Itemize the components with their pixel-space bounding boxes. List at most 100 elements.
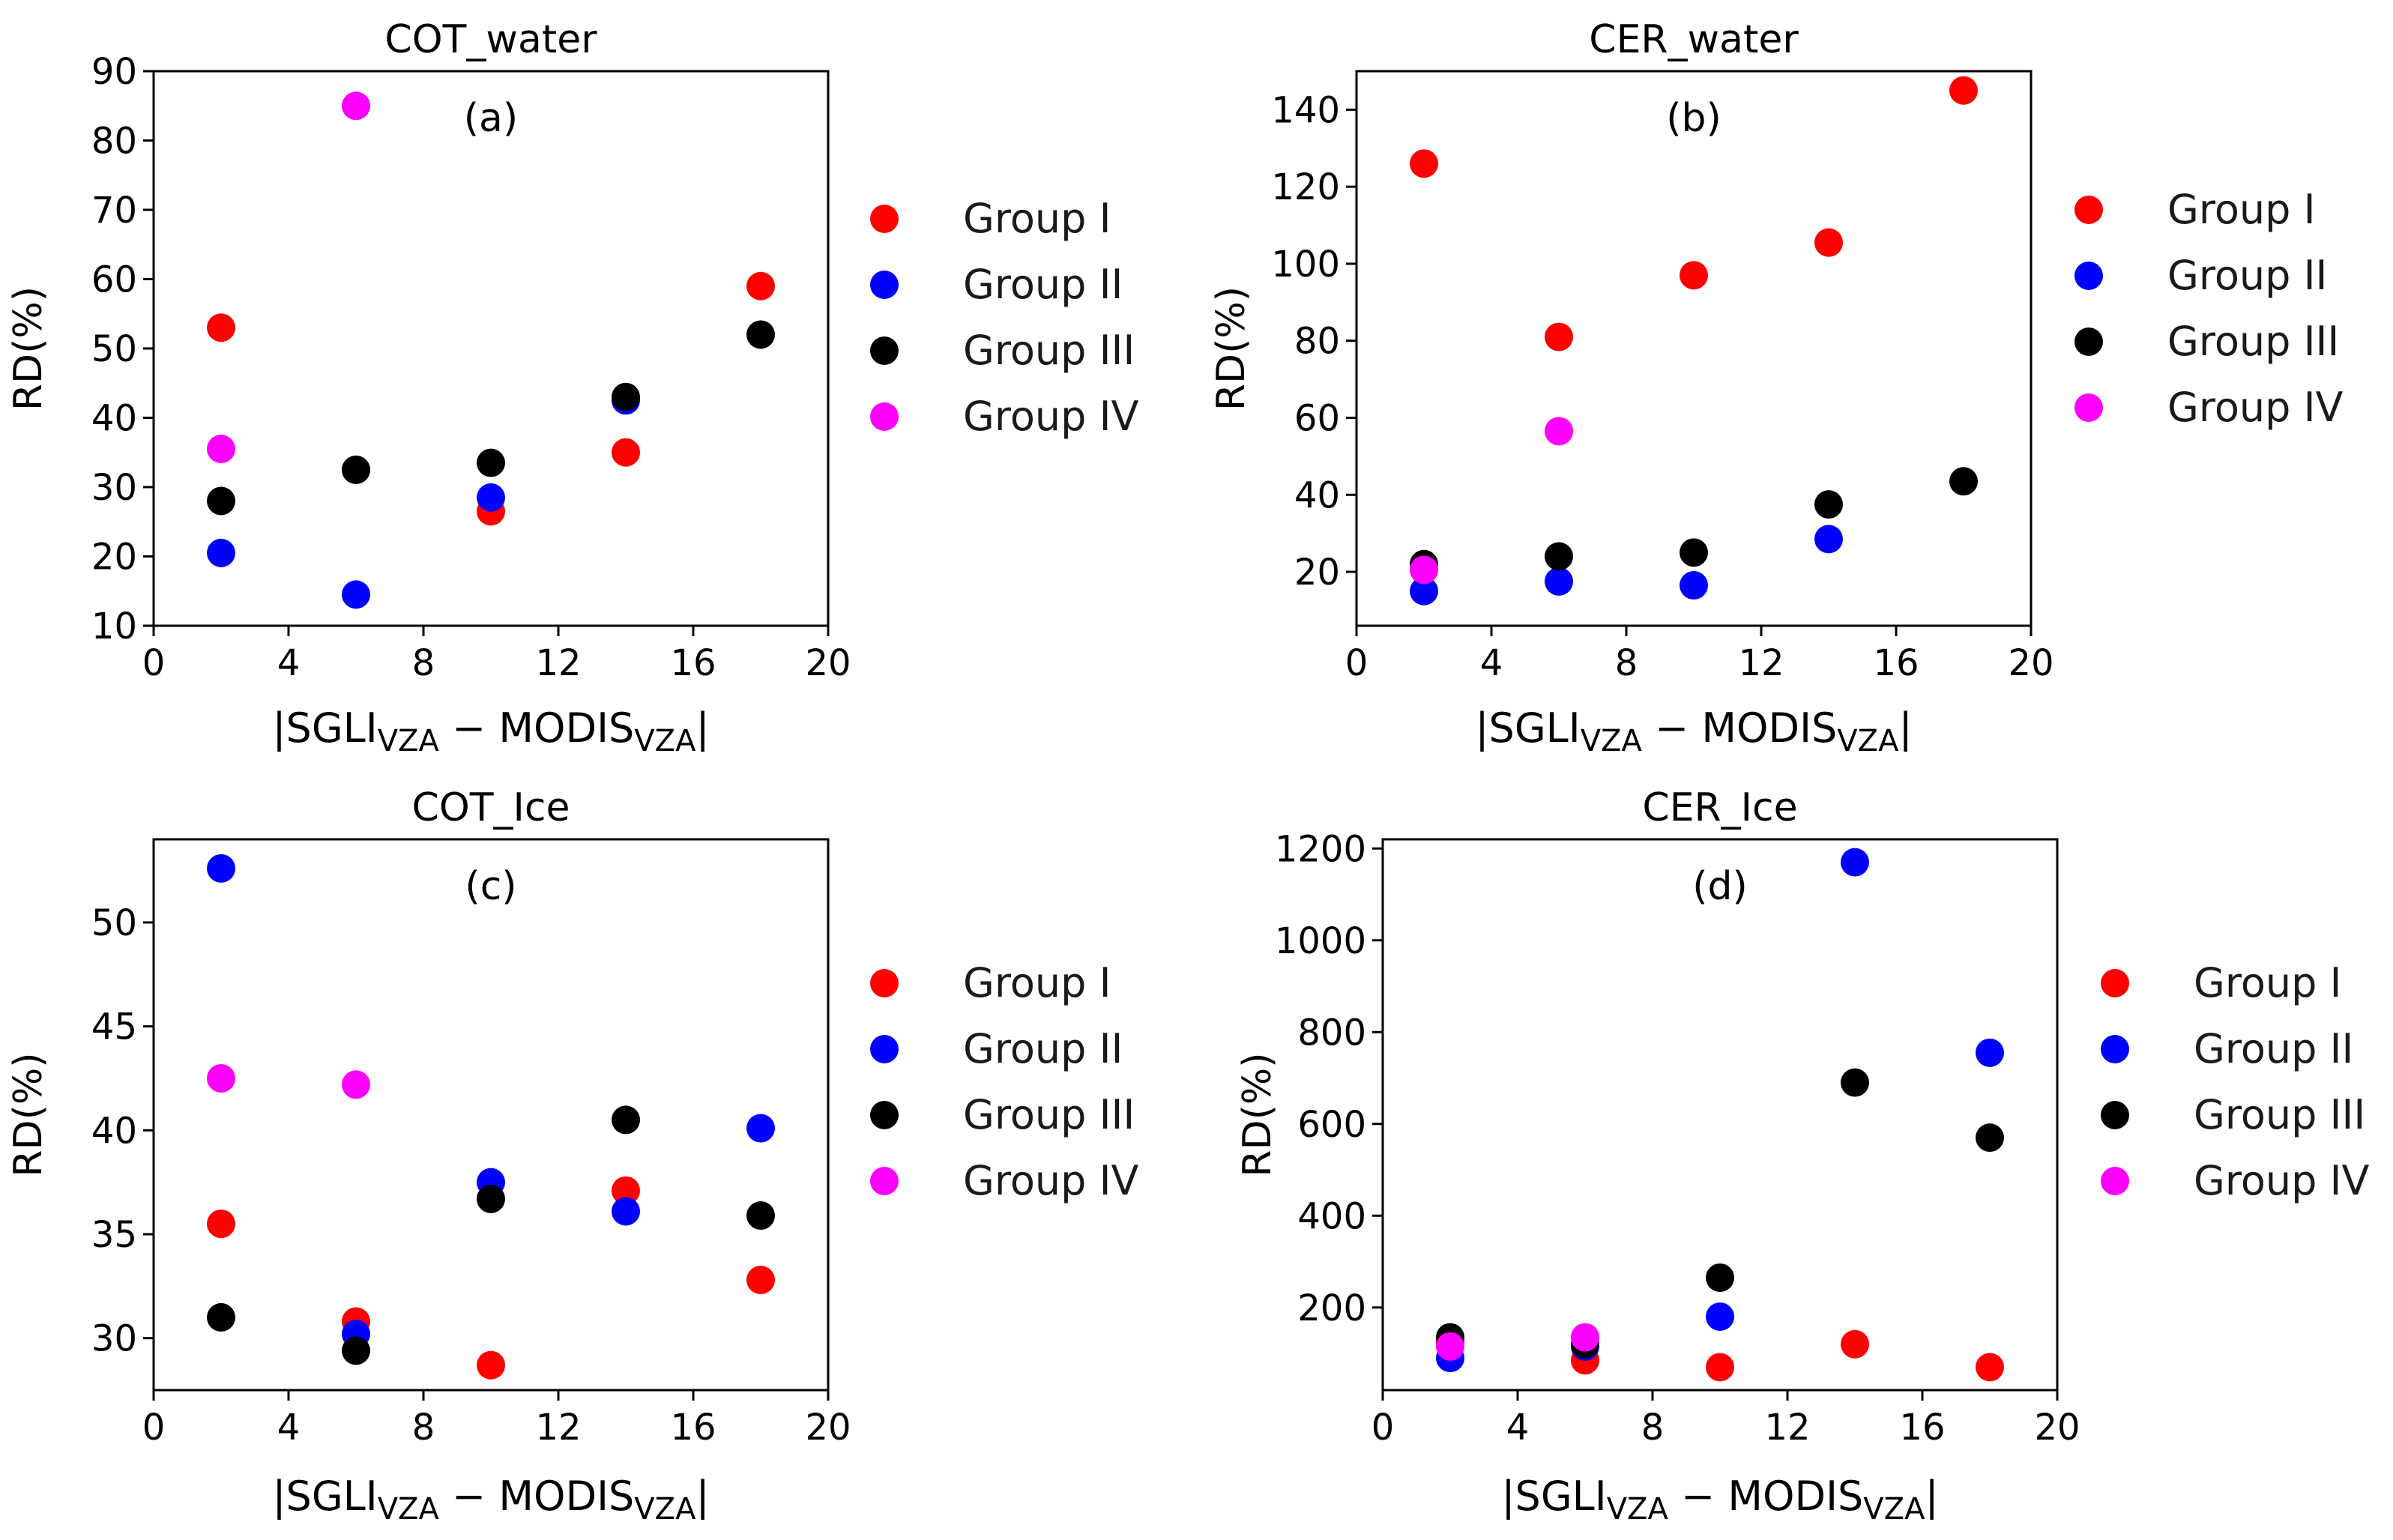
y-axis-label: RD(%) [6,1052,51,1177]
x-tick-label: 16 [1873,642,1919,684]
y-tick-label: 40 [91,1110,137,1152]
y-tick-label: 60 [1294,398,1340,440]
plot-frame [152,838,830,1392]
point-group-iii [1545,542,1573,571]
panel-label: (c) [465,864,516,909]
legend-label: Group I [963,959,1111,1006]
x-axis-label: |SGLIVZA − MODISVZA| [1475,704,1912,758]
point-group-i [1410,149,1438,178]
legend-marker [2101,1167,2129,1195]
point-group-ii [1706,1302,1734,1331]
panel-label: (d) [1692,864,1748,909]
x-tick-label: 16 [670,642,716,684]
point-group-iii [342,1336,370,1365]
point-group-ii [1410,576,1438,606]
y-tick-label: 50 [91,902,137,944]
point-group-ii [746,1114,775,1143]
legend-label: Group I [2194,959,2342,1006]
x-axis-label: |SGLIVZA − MODISVZA| [272,1473,709,1527]
point-group-iv [1545,417,1573,446]
legend-marker [870,336,899,365]
x-tick-label: 12 [535,642,581,684]
point-group-iv [1436,1332,1464,1361]
x-tick-label: 0 [1371,1407,1395,1449]
point-group-ii [207,538,235,567]
y-tick-label: 30 [91,467,137,509]
point-group-ii [1545,567,1573,596]
legend-label: Group II [963,1025,1123,1072]
legend-label: Group I [963,195,1111,242]
chart-title: COT_Ice [412,785,570,830]
point-group-ii [1680,571,1708,600]
legend-marker [870,205,899,233]
point-group-ii [1814,525,1843,554]
legend-label: Group IV [2167,384,2343,431]
point-group-iii [1949,467,1978,496]
chart-panel-b: CER_water (b) 0 4 8 12 16 20 20 40 60 80 100 120 140 RD… [1209,17,2343,758]
chart-title: CER_water [1589,17,1799,62]
y-tick-label: 90 [91,51,137,93]
legend-marker [870,402,899,431]
point-group-iii [1841,1068,1869,1097]
point-group-i [612,1176,640,1205]
plot-frame [1381,838,2059,1392]
y-tick-label: 120 [1271,166,1340,208]
legend-label: Group II [2194,1025,2353,1072]
legend-marker [2101,1035,2129,1063]
x-tick-label: 8 [1615,642,1638,684]
x-tick-label: 4 [277,642,301,684]
x-tick-label: 16 [1899,1407,1945,1449]
y-tick-label: 400 [1297,1195,1366,1237]
y-tick-label: 1000 [1275,920,1366,962]
x-axis-label: |SGLIVZA − MODISVZA| [1501,1473,1938,1527]
x-tick-label: 20 [2008,642,2053,684]
point-group-iv [1410,555,1438,585]
y-axis-label: RD(%) [6,286,51,411]
y-tick-label: 20 [1294,552,1340,594]
legend-label: Group II [963,261,1123,308]
legend-marker [870,1101,899,1129]
point-group-i [612,438,640,467]
y-tick-label: 140 [1271,89,1340,131]
x-tick-label: 4 [1480,642,1503,684]
y-tick-label: 800 [1297,1012,1366,1054]
point-group-i [1841,1329,1869,1359]
y-tick-label: 200 [1297,1287,1366,1329]
legend-label: Group III [2167,318,2339,365]
x-tick-label: 12 [535,1407,581,1449]
legend-marker [870,969,899,997]
point-group-ii [612,1197,640,1226]
point-group-ii [1841,848,1869,877]
legend-label: Group IV [2194,1157,2369,1204]
panel-label: (b) [1666,96,1721,141]
point-group-i [207,1210,235,1239]
x-tick-label: 0 [1345,642,1368,684]
y-tick-label: 35 [91,1214,137,1256]
point-group-ii [342,580,370,609]
point-group-i [1680,261,1708,290]
legend-marker [870,271,899,299]
legend-marker [2074,327,2103,356]
x-tick-label: 8 [412,1407,435,1449]
point-group-iii [1814,490,1843,519]
point-group-iv [342,91,370,121]
y-tick-label: 40 [91,398,137,440]
chart-title: COT_water [384,17,597,62]
chart-title: CER_Ice [1642,785,1797,830]
point-group-iii [1976,1123,2004,1153]
point-group-i [1545,322,1573,351]
x-tick-label: 16 [670,1407,716,1449]
y-tick-label: 20 [91,537,137,579]
point-group-i [207,313,235,342]
y-tick-label: 30 [91,1318,137,1360]
point-group-i [746,271,775,301]
y-tick-label: 80 [1294,321,1340,363]
y-tick-label: 10 [91,606,137,647]
point-group-i [1949,76,1978,105]
legend-label: Group IV [963,393,1138,440]
legend-marker [870,1167,899,1195]
legend-label: Group III [2194,1091,2365,1138]
chart-panel-a: COT_water (a) 0 4 8 12 16 20 10 20 30 40 50 60 70 80 90 R… [6,17,1138,758]
point-group-iii [1680,538,1708,567]
point-group-iii [612,382,640,411]
